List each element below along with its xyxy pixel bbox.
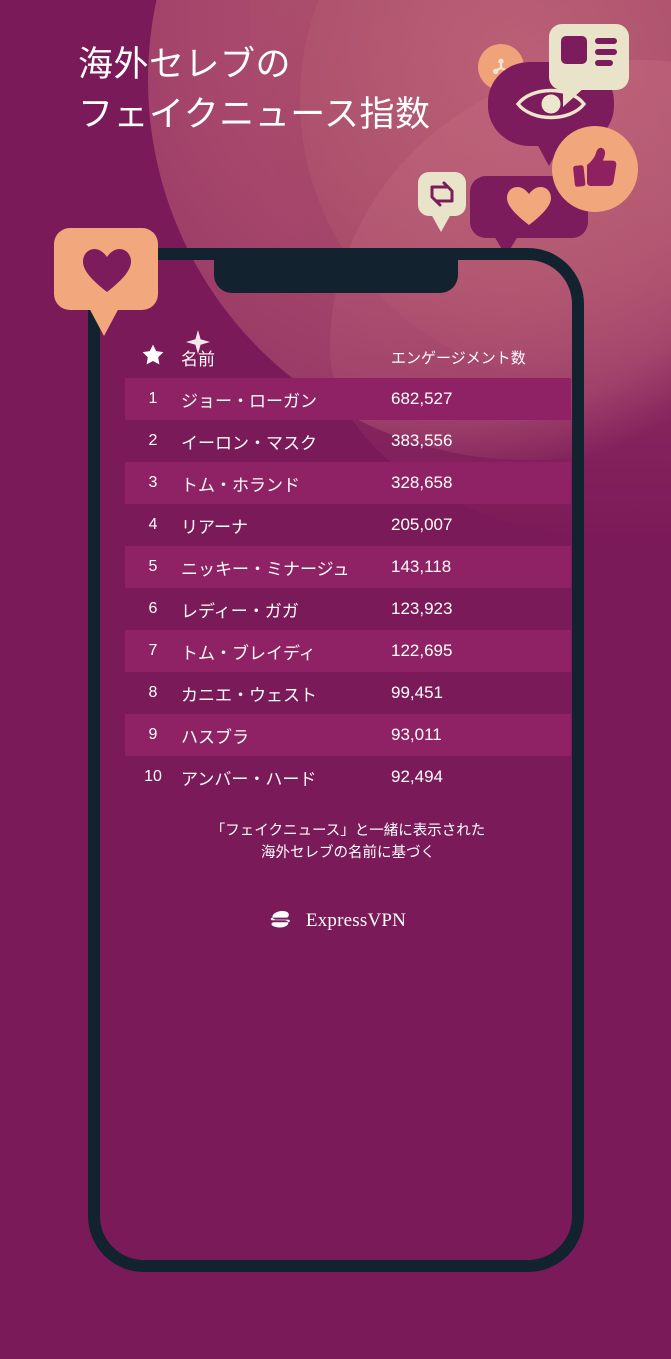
cell-engagement: 328,658: [391, 473, 453, 492]
cell-rank: 8: [148, 684, 158, 701]
heart-bubble-left: [54, 228, 158, 336]
cell-rank: 5: [148, 558, 158, 575]
table-body: 1 ジョー・ローガン 682,527 2 イーロン・マスク 383,556 3 トム・ホランド…: [125, 378, 571, 798]
cell-engagement: 93,011: [391, 725, 442, 744]
cell-engagement: 122,695: [391, 641, 453, 660]
star-sparkle-icon: [186, 330, 210, 354]
retweet-bubble: [418, 172, 466, 232]
cell-name: イーロン・マスク: [181, 433, 317, 453]
phone-frame: [88, 248, 584, 1272]
table-row: 6 レディー・ガガ 123,923: [125, 588, 571, 630]
expressvpn-wordmark: ExpressVPN: [305, 910, 407, 931]
heart-bubble: [470, 176, 588, 256]
cell-name: トム・ブレイディ: [181, 643, 316, 663]
thumbs-up-icon: [552, 126, 638, 212]
table-row: 2 イーロン・マスク 383,556: [125, 420, 571, 462]
table-row: 3 トム・ホランド 328,658: [125, 462, 571, 504]
cell-engagement: 143,118: [391, 557, 452, 576]
cell-rank: 6: [148, 600, 158, 617]
cell-engagement: 123,923: [391, 599, 453, 618]
column-header-rank: [125, 344, 181, 370]
table-row: 5 ニッキー・ミナージュ 143,118: [125, 546, 571, 588]
cell-rank: 3: [148, 474, 158, 491]
message-icon: [561, 36, 587, 64]
footnote: 「フェイクニュース」と一緒に表示された 海外セレブの名前に基づく: [210, 823, 486, 862]
ranking-table: 名前 エンゲージメント数 1 ジョー・ローガン 682,527 2 イーロン・マスク 38…: [125, 336, 571, 798]
cell-engagement: 682,527: [391, 389, 453, 408]
cell-name: アンバー・ハード: [181, 769, 317, 789]
cell-name: リアーナ: [181, 517, 248, 537]
cell-engagement: 99,451: [391, 683, 443, 702]
cell-rank: 9: [148, 726, 158, 743]
cell-name: ジョー・ローガン: [181, 391, 317, 411]
cell-name: トム・ホランド: [181, 475, 300, 495]
table-header-row: 名前 エンゲージメント数: [125, 336, 571, 378]
cell-name: ニッキー・ミナージュ: [181, 559, 350, 579]
table-row: 10 アンバー・ハード 92,494: [125, 756, 571, 798]
cell-engagement: 383,556: [391, 431, 453, 450]
expressvpn-mark-icon: [270, 910, 290, 928]
cell-name: レディー・ガガ: [181, 601, 299, 621]
cell-name: ハスブラ: [181, 727, 249, 747]
table-row: 9 ハスブラ 93,011: [125, 714, 571, 756]
cell-rank: 4: [148, 516, 158, 533]
phone-notch: [214, 259, 458, 293]
cell-engagement: 92,494: [391, 767, 443, 786]
cell-name: カニエ・ウェスト: [181, 685, 317, 705]
message-bubble: [549, 24, 629, 107]
table-row: 4 リアーナ 205,007: [125, 504, 571, 546]
table-row: 1 ジョー・ローガン 682,527: [125, 378, 571, 420]
table-row: 7 トム・ブレイディ 122,695: [125, 630, 571, 672]
column-header-value: エンゲージメント数: [391, 349, 526, 367]
cell-rank: 2: [148, 432, 158, 449]
column-header-name: 名前: [181, 349, 215, 369]
star-icon: [142, 344, 164, 365]
expressvpn-logo: ExpressVPN: [0, 906, 671, 936]
table-row: 8 カニエ・ウェスト 99,451: [125, 672, 571, 714]
cell-engagement: 205,007: [391, 515, 453, 534]
cell-rank: 10: [144, 768, 162, 785]
heart-icon: [507, 187, 551, 225]
heart-icon: [83, 249, 131, 292]
retweet-icon: [430, 181, 454, 207]
cell-rank: 1: [148, 390, 158, 407]
page-title: 海外セレブの フェイクニュース指数: [78, 45, 431, 134]
cell-rank: 7: [148, 642, 158, 659]
